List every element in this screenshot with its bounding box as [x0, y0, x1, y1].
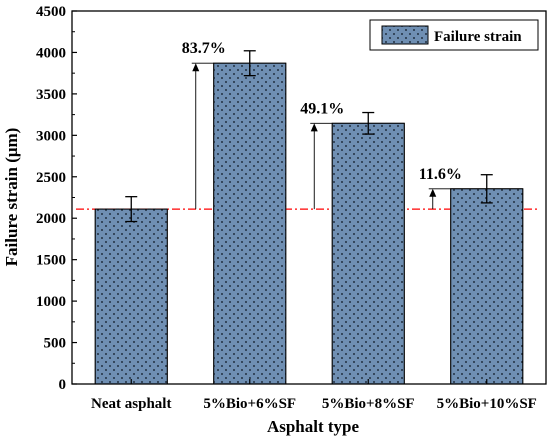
y-tick-label-5: 2000 [36, 211, 66, 227]
legend-label: Failure strain [434, 29, 522, 45]
annotations-layer: 83.7% 49.1% 11.6% [182, 40, 462, 210]
bar-overlay-2 [213, 62, 287, 385]
y-tick-label-3: 1000 [36, 294, 66, 310]
x-tick-label-2: 5%Bio+6%SF [203, 396, 296, 412]
legend-swatch [381, 25, 429, 45]
annotation-label-2: 49.1% [300, 100, 344, 117]
error-bars-layer [125, 50, 493, 223]
y-tick-label-6: 2500 [36, 170, 66, 186]
y-tick-label-4: 1500 [36, 253, 66, 269]
y-tick-label-2: 500 [44, 336, 67, 352]
bar-overlay-3 [331, 122, 405, 385]
annotation-arrow-head-1 [192, 63, 200, 72]
y-tick-label-1: 0 [59, 377, 67, 393]
x-tick-label-4: 5%Bio+10%SF [437, 396, 537, 412]
bar-overlay-1 [94, 208, 168, 385]
axes-layer: 0 500 1000 1500 2000 2500 3000 3500 4000 4500 Neat… [36, 4, 547, 412]
y-tick-label-7: 3000 [36, 128, 66, 144]
legend: Failure strain [369, 19, 539, 51]
y-tick-label-10: 4500 [36, 4, 66, 20]
x-tick-label-1: Neat asphalt [91, 396, 171, 412]
reference-line-layer [76, 62, 540, 385]
bar-overlay-4 [450, 188, 524, 385]
y-tick-label-8: 3500 [36, 87, 66, 103]
y-tick-label-9: 4000 [36, 45, 66, 61]
annotation-arrow-head-2 [310, 123, 318, 132]
y-axis-title: Failure strain (μm) [2, 128, 21, 267]
annotation-arrow-head-3 [429, 188, 437, 197]
annotation-label-3: 11.6% [419, 166, 462, 183]
x-axis-title: Asphalt type [267, 417, 360, 436]
annotation-label-1: 83.7% [182, 40, 226, 57]
x-tick-label-3: 5%Bio+8%SF [322, 396, 415, 412]
